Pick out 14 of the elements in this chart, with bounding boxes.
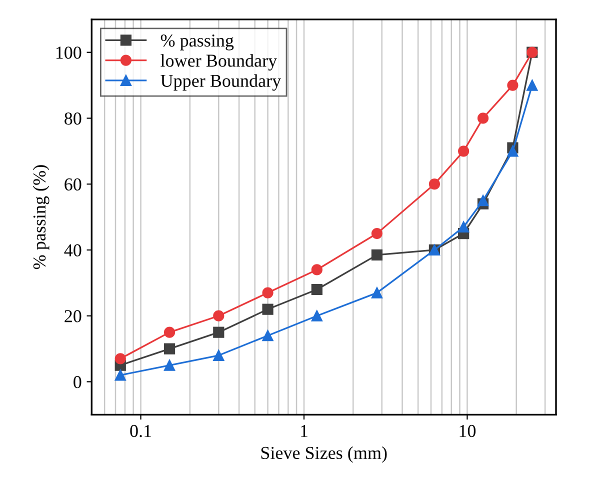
y-tick-label: 60 (64, 178, 82, 191)
y-tick-label: 40 (64, 244, 82, 256)
y-tick-label: 20 (64, 310, 82, 322)
x-tick-label: 1 (301, 425, 308, 437)
x-tick-label: 0.1 (130, 424, 151, 438)
legend-label: lower Boundary (160, 54, 278, 71)
legend-label: Upper Boundary (160, 74, 282, 91)
x-tick-label: 10 (460, 424, 476, 438)
y-tick-label: 100 (56, 46, 82, 59)
y-axis-title: % passing (%) (32, 165, 50, 270)
x-axis-title: Sieve Sizes (mm) (261, 446, 387, 463)
y-tick-label: 0 (74, 376, 82, 388)
legend-label: % passing (160, 34, 234, 50)
y-tick-label: 80 (64, 112, 82, 125)
